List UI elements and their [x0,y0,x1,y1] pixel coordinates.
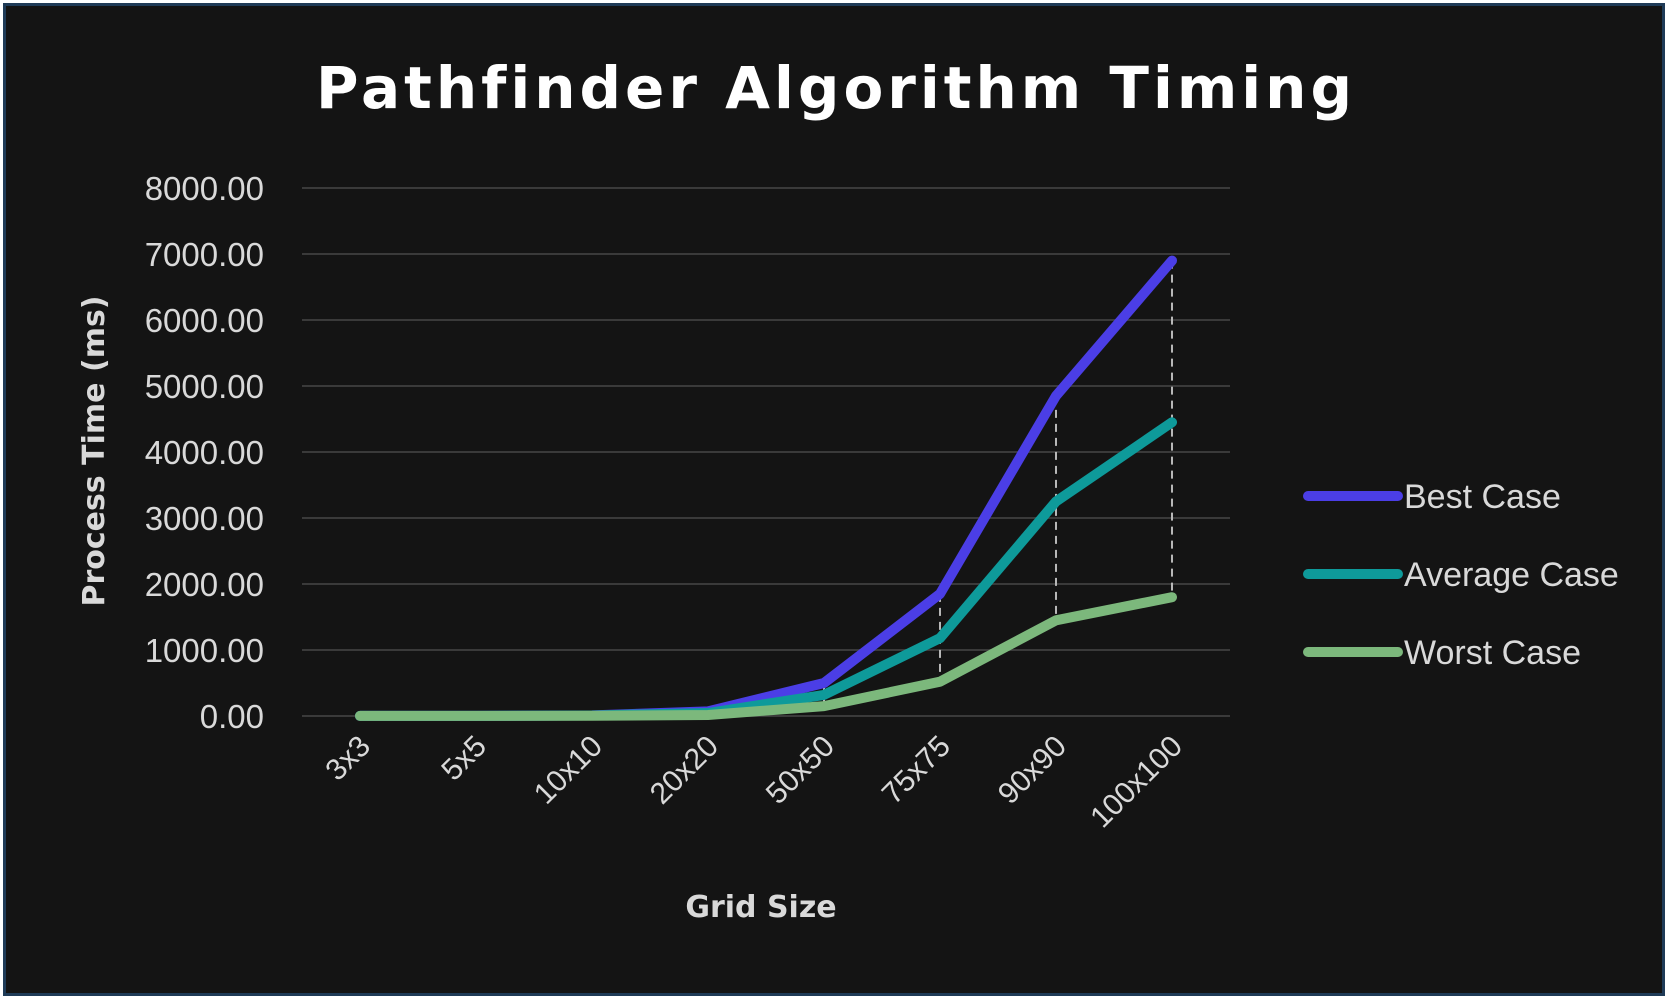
y-tick-label: 1000.00 [145,632,264,669]
legend-label: Worst Case [1404,634,1581,672]
series-line-best-case [355,255,1177,721]
data-point [936,589,944,598]
y-tick-label: 7000.00 [145,236,264,273]
y-tick-label: 5000.00 [145,368,264,405]
data-point [820,690,828,699]
y-axis-label: Process Time (ms) [77,295,112,606]
data-point [936,677,944,686]
data-point [704,711,712,720]
data-point [588,711,596,720]
data-point [1052,616,1060,625]
x-tick-label: 5x5 [435,730,493,788]
y-tick-label: 3000.00 [145,500,264,537]
x-tick-label: 20x20 [644,730,725,811]
data-point [356,711,364,720]
y-tick-label: 6000.00 [145,302,264,339]
data-point [1168,593,1176,602]
x-tick-label: 100x100 [1084,730,1189,835]
x-tick-label: 90x90 [992,730,1073,811]
series-lines [355,255,1177,721]
series-line-worst-case [355,592,1177,721]
data-point [472,711,480,720]
data-point [1168,418,1176,427]
data-point [1052,391,1060,400]
gridlines [302,187,1230,717]
y-tick-label: 2000.00 [145,566,264,603]
chart-title: Pathfinder Algorithm Timing [316,54,1356,122]
y-tick-label: 0.00 [200,698,264,735]
data-point [820,702,828,711]
x-tick-label: 75x75 [876,730,957,811]
chart-frame: Pathfinder Algorithm Timing 0.00 1000.00 2… [3,3,1665,996]
y-tick-label: 8000.00 [145,170,264,207]
x-tick-label: 10x10 [528,730,609,811]
y-tick-label: 4000.00 [145,434,264,471]
data-point [820,679,828,687]
data-point [1052,497,1060,506]
data-point [1168,256,1176,265]
x-axis-ticks: 3x3 5x5 10x10 20x20 50x50 75x75 90x90 100x100 [319,730,1189,835]
legend: Best Case Average Case Worst Case [1303,478,1619,672]
x-axis-label: Grid Size [685,890,836,925]
series-line-average-case [355,417,1177,721]
x-tick-label: 50x50 [760,730,841,811]
y-axis-ticks: 0.00 1000.00 2000.00 3000.00 4000.00 5000.00 6… [145,170,264,735]
data-point [936,634,944,643]
line-chart: Pathfinder Algorithm Timing 0.00 1000.00 2… [77,54,1619,925]
legend-label: Best Case [1404,478,1561,516]
legend-label: Average Case [1404,556,1619,594]
x-tick-label: 3x3 [319,730,377,788]
